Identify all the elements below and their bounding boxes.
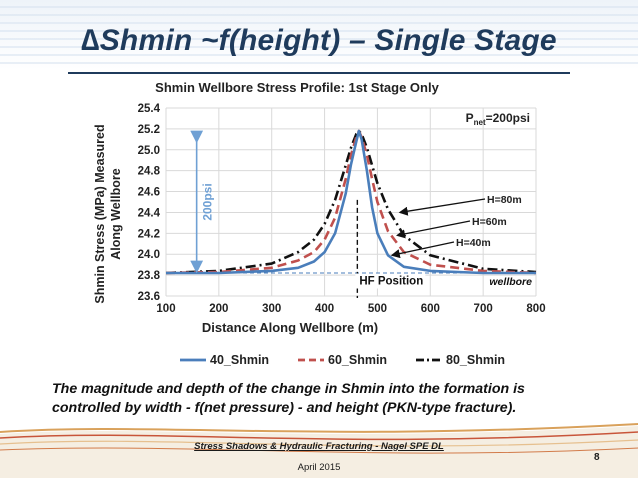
hf-position-box [355, 273, 426, 289]
slide-caption: The magnitude and depth of the change in… [52, 381, 525, 416]
y-tick-labels: 25.4 25.2 25.0 24.8 24.6 24.4 24.2 24.0 23.8 23.6 [138, 103, 161, 303]
x-tick-label: 200 [209, 303, 228, 315]
callout-h80: H=80m [487, 194, 522, 206]
wellbore-label: wellbore [489, 276, 532, 288]
x-tick-label: 400 [315, 303, 334, 315]
x-tick-label: 500 [368, 303, 387, 315]
callout-arrow-h60 [396, 220, 471, 239]
y-tick-label: 25.0 [138, 145, 160, 157]
y-tick-label: 24.6 [138, 187, 160, 199]
pnet-label: Pnet=200psi [466, 111, 530, 127]
pressure-arrow-label: 200psi [201, 183, 215, 220]
y-tick-label: 23.8 [138, 270, 161, 282]
callout-arrow-h80 [398, 198, 486, 216]
footer-decoration [0, 423, 638, 478]
y-tick-label: 23.6 [138, 291, 160, 303]
title-background [0, 0, 638, 70]
y-tick-label: 24.2 [138, 228, 160, 240]
footer-source: Stress Shadows & Hydraulic Fracturing - … [194, 441, 444, 452]
title-underline [68, 72, 570, 74]
y-tick-label: 24.8 [138, 166, 161, 178]
series-line-60_Shmin [165, 129, 537, 275]
chart-title: Shmin Wellbore Stress Profile: 1st Stage… [155, 80, 439, 95]
legend: 40_Shmin 60_Shmin 80_Shmin [180, 353, 505, 367]
legend-label-80_Shmin: 80_Shmin [446, 353, 505, 367]
annotations: Pnet=200psi 200psi HF Position wellbore H=80… [166, 111, 536, 298]
y-tick-label: 25.2 [138, 124, 160, 136]
x-tick-label: 800 [526, 303, 545, 315]
x-axis-label: Distance Along Wellbore (m) [202, 320, 378, 335]
y-axis-label-line2: Along Wellbore [109, 168, 123, 259]
series-line-40_Shmin [166, 129, 536, 275]
x-tick-label: 700 [474, 303, 493, 315]
legend-label-40_Shmin: 40_Shmin [210, 353, 269, 367]
y-axis-label-line1: Shmin Stress (MPa) Measured [93, 124, 107, 303]
hf-position-label: HF Position [359, 276, 423, 288]
callout-h60: H=60m [472, 216, 507, 228]
x-tick-label: 600 [421, 303, 440, 315]
y-tick-label: 24.0 [138, 249, 160, 261]
y-tick-label: 24.4 [138, 207, 161, 219]
gridlines [165, 107, 537, 297]
y-tick-label: 25.4 [138, 103, 161, 115]
x-tick-labels: 100 200 300 400 500 600 700 800 [156, 303, 545, 315]
x-tick-label: 100 [156, 303, 175, 315]
x-tick-label: 300 [262, 303, 281, 315]
callout-arrow-h40 [390, 241, 455, 259]
slide-title: ∆Shmin ~f(height) – Single Stage [81, 24, 557, 57]
stress-profile-chart: Shmin Wellbore Stress Profile: 1st Stage… [93, 74, 564, 370]
chart-background [94, 74, 564, 370]
legend-label-60_Shmin: 60_Shmin [328, 353, 387, 367]
footer-date: April 2015 [297, 462, 341, 473]
callout-h40: H=40m [456, 237, 491, 249]
page-number: 8 [594, 452, 600, 463]
